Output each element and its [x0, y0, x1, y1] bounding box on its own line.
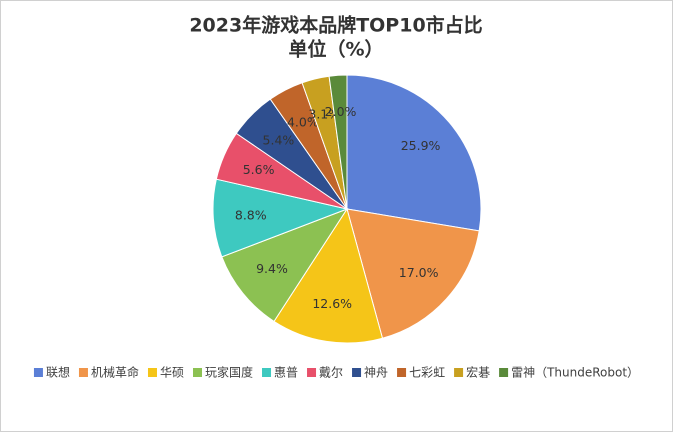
legend-swatch	[499, 368, 509, 377]
legend-label: 华硕	[160, 366, 184, 380]
legend-swatch	[352, 368, 362, 377]
data-label: 3.1%	[308, 107, 340, 122]
legend-swatch	[78, 368, 88, 377]
data-label: 17.0%	[399, 265, 439, 280]
legend-label: 宏碁	[466, 365, 490, 380]
chart-subtitle: 单位（%）	[288, 38, 383, 61]
legend: 联想 机械革命 华硕 玩家国度 惠普 戴尔 神舟 七彩虹 宏碁 雷神（ThundeRobot）	[33, 365, 639, 380]
data-label: 25.9%	[401, 138, 441, 153]
pie-slice	[346, 74, 482, 232]
legend-label: 雷神（ThundeRobot）	[511, 366, 639, 380]
legend-label: 七彩虹	[409, 366, 445, 380]
legend-swatch	[454, 368, 464, 377]
pie-slice	[273, 207, 384, 344]
pie-slice	[346, 208, 480, 339]
legend-swatch	[307, 368, 317, 377]
data-label: 4.0%	[287, 115, 319, 130]
legend-label: 戴尔	[319, 365, 343, 380]
data-label: 9.4%	[256, 261, 288, 276]
legend-label: 神舟	[364, 366, 388, 380]
legend-label: 机械革命	[91, 365, 139, 380]
data-label: 5.4%	[263, 133, 295, 148]
data-label: 5.6%	[243, 162, 275, 177]
chart-title: 2023年游戏本品牌TOP10市占比	[189, 14, 482, 37]
pie-slice	[212, 178, 349, 258]
legend-swatch	[193, 368, 202, 377]
legend-label: 联想	[46, 365, 70, 380]
pie-slice	[328, 74, 348, 210]
legend-swatch	[262, 368, 272, 377]
data-label: 12.6%	[312, 296, 352, 311]
data-label: 2.0%	[325, 104, 357, 119]
data-label: 8.8%	[235, 207, 267, 222]
legend-label: 惠普	[274, 366, 298, 380]
legend-swatch	[33, 368, 43, 377]
legend-label: 玩家国度	[205, 365, 253, 380]
legend-swatch	[147, 368, 157, 377]
pie-slice	[221, 207, 349, 323]
legend-swatch	[397, 368, 407, 377]
